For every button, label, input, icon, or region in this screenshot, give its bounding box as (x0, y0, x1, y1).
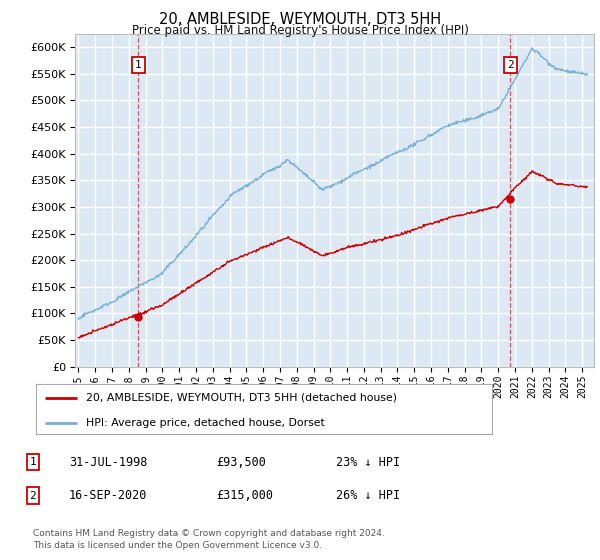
Text: 1: 1 (135, 60, 142, 70)
Text: 1: 1 (29, 457, 37, 467)
Text: 23% ↓ HPI: 23% ↓ HPI (336, 455, 400, 469)
Text: 31-JUL-1998: 31-JUL-1998 (69, 455, 148, 469)
Text: Contains HM Land Registry data © Crown copyright and database right 2024.
This d: Contains HM Land Registry data © Crown c… (33, 529, 385, 550)
Text: £315,000: £315,000 (216, 489, 273, 502)
Text: 16-SEP-2020: 16-SEP-2020 (69, 489, 148, 502)
Text: 20, AMBLESIDE, WEYMOUTH, DT3 5HH: 20, AMBLESIDE, WEYMOUTH, DT3 5HH (159, 12, 441, 27)
Text: 2: 2 (29, 491, 37, 501)
Text: HPI: Average price, detached house, Dorset: HPI: Average price, detached house, Dors… (86, 418, 325, 428)
Text: £93,500: £93,500 (216, 455, 266, 469)
Text: 2: 2 (507, 60, 514, 70)
Text: Price paid vs. HM Land Registry's House Price Index (HPI): Price paid vs. HM Land Registry's House … (131, 24, 469, 37)
Text: 26% ↓ HPI: 26% ↓ HPI (336, 489, 400, 502)
Text: 20, AMBLESIDE, WEYMOUTH, DT3 5HH (detached house): 20, AMBLESIDE, WEYMOUTH, DT3 5HH (detach… (86, 393, 397, 403)
